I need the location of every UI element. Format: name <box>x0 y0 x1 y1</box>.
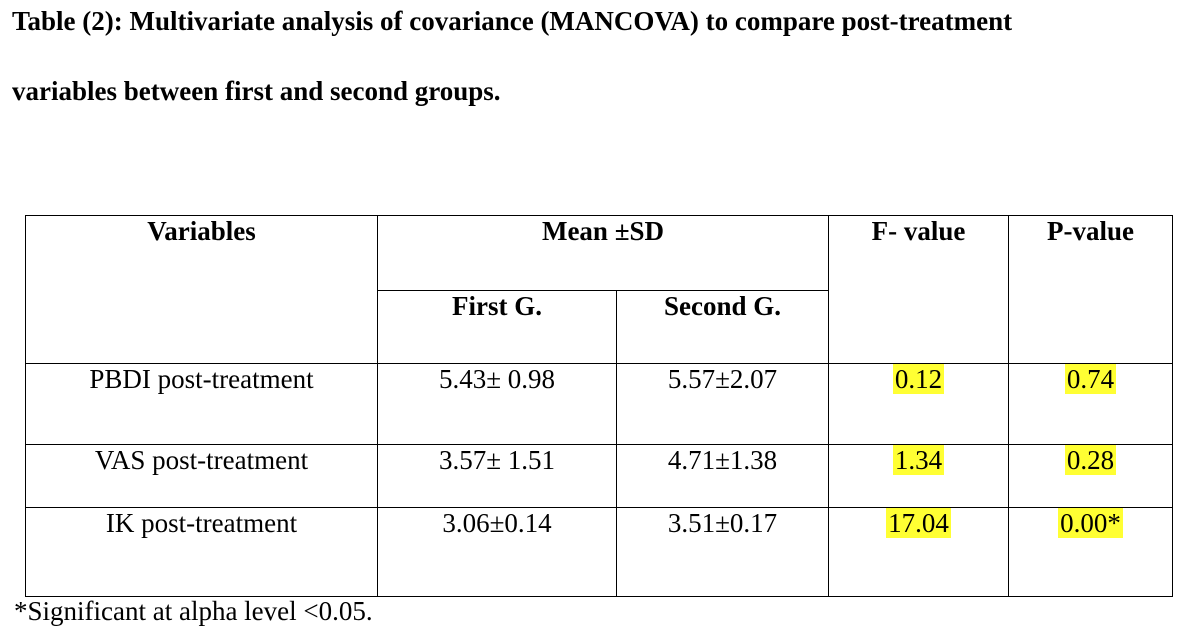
table-caption-line-2: variables between first and second group… <box>12 76 501 106</box>
table-row: VAS post-treatment 3.57± 1.51 4.71±1.38 … <box>25 444 1174 508</box>
cell-first-group: 3.57± 1.51 <box>377 444 617 508</box>
table-caption-line-1: Table (2): Multivariate analysis of cova… <box>12 6 1013 36</box>
highlighted-f-value: 17.04 <box>886 508 951 538</box>
cell-second-group: 3.51±0.17 <box>615 507 830 597</box>
cell-second-group: 4.71±1.38 <box>615 444 830 508</box>
cell-variable: IK post-treatment <box>25 507 378 597</box>
header-second-group: Second G. <box>615 290 830 364</box>
cell-second-group: 5.57±2.07 <box>615 363 830 445</box>
header-f-value: F- value <box>828 215 1010 364</box>
header-first-group: First G. <box>377 290 617 364</box>
mancova-table: Variables Mean ±SD F- value P-value Firs… <box>25 215 1174 597</box>
significance-footnote: *Significant at alpha level <0.05. <box>14 596 373 626</box>
table-header-row: Variables Mean ±SD F- value P-value <box>25 215 1174 364</box>
highlighted-p-value: 0.28 <box>1064 445 1117 475</box>
highlighted-f-value: 0.12 <box>892 364 945 394</box>
cell-variable: PBDI post-treatment <box>25 363 378 445</box>
cell-f-value: 17.04 <box>828 507 1010 597</box>
cell-p-value: 0.28 <box>1008 444 1174 508</box>
highlighted-p-value: 0.00* <box>1058 508 1123 538</box>
cell-f-value: 1.34 <box>828 444 1010 508</box>
cell-p-value: 0.74 <box>1008 363 1174 445</box>
cell-f-value: 0.12 <box>828 363 1010 445</box>
header-p-value: P-value <box>1008 215 1174 364</box>
header-mean-sd: Mean ±SD <box>376 215 830 291</box>
header-variables: Variables <box>25 215 378 364</box>
table-subheader-row: First G. Second G. <box>26 290 1173 364</box>
cell-p-value: 0.00* <box>1008 507 1174 597</box>
table-row: PBDI post-treatment 5.43± 0.98 5.57±2.07… <box>25 363 1174 445</box>
cell-first-group: 3.06±0.14 <box>377 507 617 597</box>
highlighted-p-value: 0.74 <box>1064 364 1117 394</box>
highlighted-f-value: 1.34 <box>892 445 945 475</box>
cell-first-group: 5.43± 0.98 <box>377 363 617 445</box>
cell-variable: VAS post-treatment <box>25 444 378 508</box>
table-row: IK post-treatment 3.06±0.14 3.51±0.17 17… <box>25 507 1174 597</box>
